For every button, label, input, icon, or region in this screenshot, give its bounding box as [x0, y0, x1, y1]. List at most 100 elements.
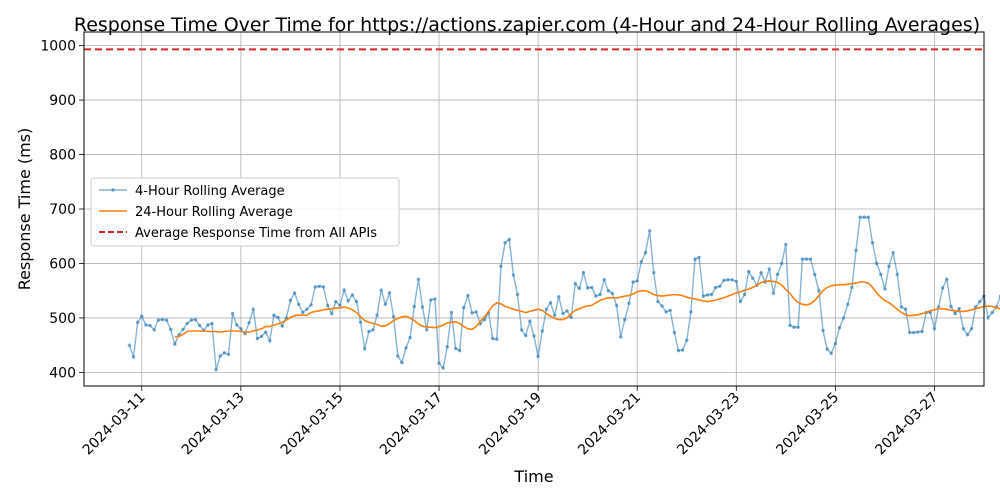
- series-4h-point: [577, 286, 582, 291]
- series-4h-point: [458, 348, 462, 353]
- series-4h-point: [313, 285, 317, 289]
- series-4h-point: [796, 325, 800, 329]
- series-4h-point: [524, 333, 528, 338]
- series-4h-point: [247, 321, 251, 325]
- series-4h-point: [602, 278, 606, 282]
- series-4h-point: [858, 215, 862, 219]
- series-4h-point: [503, 241, 507, 245]
- series-4h-point: [189, 318, 193, 322]
- series-4h-point: [181, 327, 185, 332]
- legend-handle-4h-marker: [111, 188, 115, 192]
- series-4h-point: [647, 229, 652, 233]
- legend: 4-Hour Rolling Average 24-Hour Rolling Av…: [90, 177, 400, 247]
- series-4h-point: [631, 280, 635, 284]
- series-4h-point: [652, 271, 656, 275]
- series-4h-point: [598, 292, 602, 297]
- series-4h-point: [230, 311, 235, 316]
- series-4h-point: [895, 272, 899, 277]
- series-4h-point: [697, 255, 701, 260]
- series-4h-point: [445, 345, 449, 349]
- series-4h-point: [140, 314, 144, 318]
- series-4h-point: [573, 281, 577, 286]
- series-24h-rolling-line: [174, 280, 1000, 338]
- series-4h-point: [891, 250, 895, 255]
- series-4h-point: [131, 355, 136, 359]
- series-4h-point: [899, 305, 904, 309]
- series-4h-point: [722, 278, 726, 282]
- series-4h-point: [705, 293, 710, 297]
- x-axis-title: Time: [513, 467, 553, 486]
- series-4h-point: [544, 307, 549, 311]
- series-4h-point: [367, 329, 371, 334]
- series-4h-point: [499, 264, 503, 268]
- series-4h-point: [354, 299, 359, 304]
- series-4h-point: [462, 305, 466, 310]
- series-4h-point: [425, 328, 429, 332]
- series-4h-point: [507, 237, 511, 242]
- series-4h-point: [804, 257, 809, 261]
- legend-label: 4-Hour Rolling Average: [135, 184, 285, 199]
- series-4h-point: [491, 336, 495, 341]
- series-4h-point: [685, 338, 689, 342]
- series-4h-point: [846, 302, 850, 306]
- series-4h-point: [169, 327, 173, 332]
- series-4h-point: [656, 299, 660, 304]
- series-4h-point: [879, 272, 883, 277]
- series-4h-point: [193, 317, 198, 322]
- series-4h-point: [606, 289, 610, 293]
- series-4h-point: [495, 337, 499, 341]
- series-4h-point: [173, 342, 177, 346]
- y-axis-title: Response Time (ms): [15, 128, 34, 291]
- series-4h-point: [623, 317, 627, 322]
- series-4h-point: [949, 304, 953, 309]
- series-layer: [84, 48, 1000, 372]
- series-4h-point: [164, 318, 169, 322]
- series-4h-point: [144, 323, 148, 327]
- y-tick-label: 600: [49, 256, 76, 272]
- series-4h-point: [643, 250, 648, 255]
- series-4h-point: [148, 323, 152, 328]
- series-4h-point: [136, 320, 140, 324]
- series-4h-point: [259, 334, 264, 339]
- series-4h-point: [978, 299, 982, 304]
- series-4h-point: [627, 301, 631, 305]
- series-4h-point: [594, 294, 598, 298]
- series-4h-point: [610, 291, 615, 296]
- y-tick-label: 400: [49, 365, 76, 381]
- series-4h-point: [961, 327, 966, 331]
- series-4h-point: [449, 310, 454, 315]
- series-4h-point: [660, 304, 664, 308]
- series-4h-point: [825, 347, 829, 351]
- y-tick-label: 800: [49, 148, 76, 164]
- series-4h-point: [866, 215, 871, 219]
- series-4h-point: [747, 269, 751, 274]
- series-4h-point: [358, 320, 363, 324]
- series-4h-point: [416, 277, 421, 281]
- series-4h-point: [453, 346, 458, 351]
- series-4h-point: [420, 305, 425, 309]
- series-4h-point: [268, 339, 272, 343]
- series-4h-point: [751, 276, 755, 280]
- series-4h-point: [565, 309, 569, 313]
- series-4h-point: [714, 285, 718, 290]
- series-4h-point: [639, 260, 643, 264]
- series-4h-point: [969, 327, 974, 331]
- series-4h-point: [276, 315, 280, 320]
- series-4h-point: [375, 313, 379, 317]
- series-4h-point: [561, 311, 565, 316]
- series-4h-point: [664, 310, 668, 314]
- legend-box: [90, 177, 400, 247]
- series-4h-point: [371, 328, 375, 332]
- series-4h-point: [693, 257, 697, 261]
- series-4h-point: [127, 343, 132, 347]
- series-4h-point: [569, 315, 573, 320]
- legend-label: 24-Hour Rolling Average: [135, 205, 293, 220]
- series-4h-point: [387, 291, 392, 295]
- series-4h-point: [342, 288, 346, 292]
- series-4h-point: [883, 287, 887, 291]
- series-4h-point: [668, 308, 672, 312]
- series-4h-point: [701, 294, 705, 298]
- series-4h-point: [235, 323, 239, 327]
